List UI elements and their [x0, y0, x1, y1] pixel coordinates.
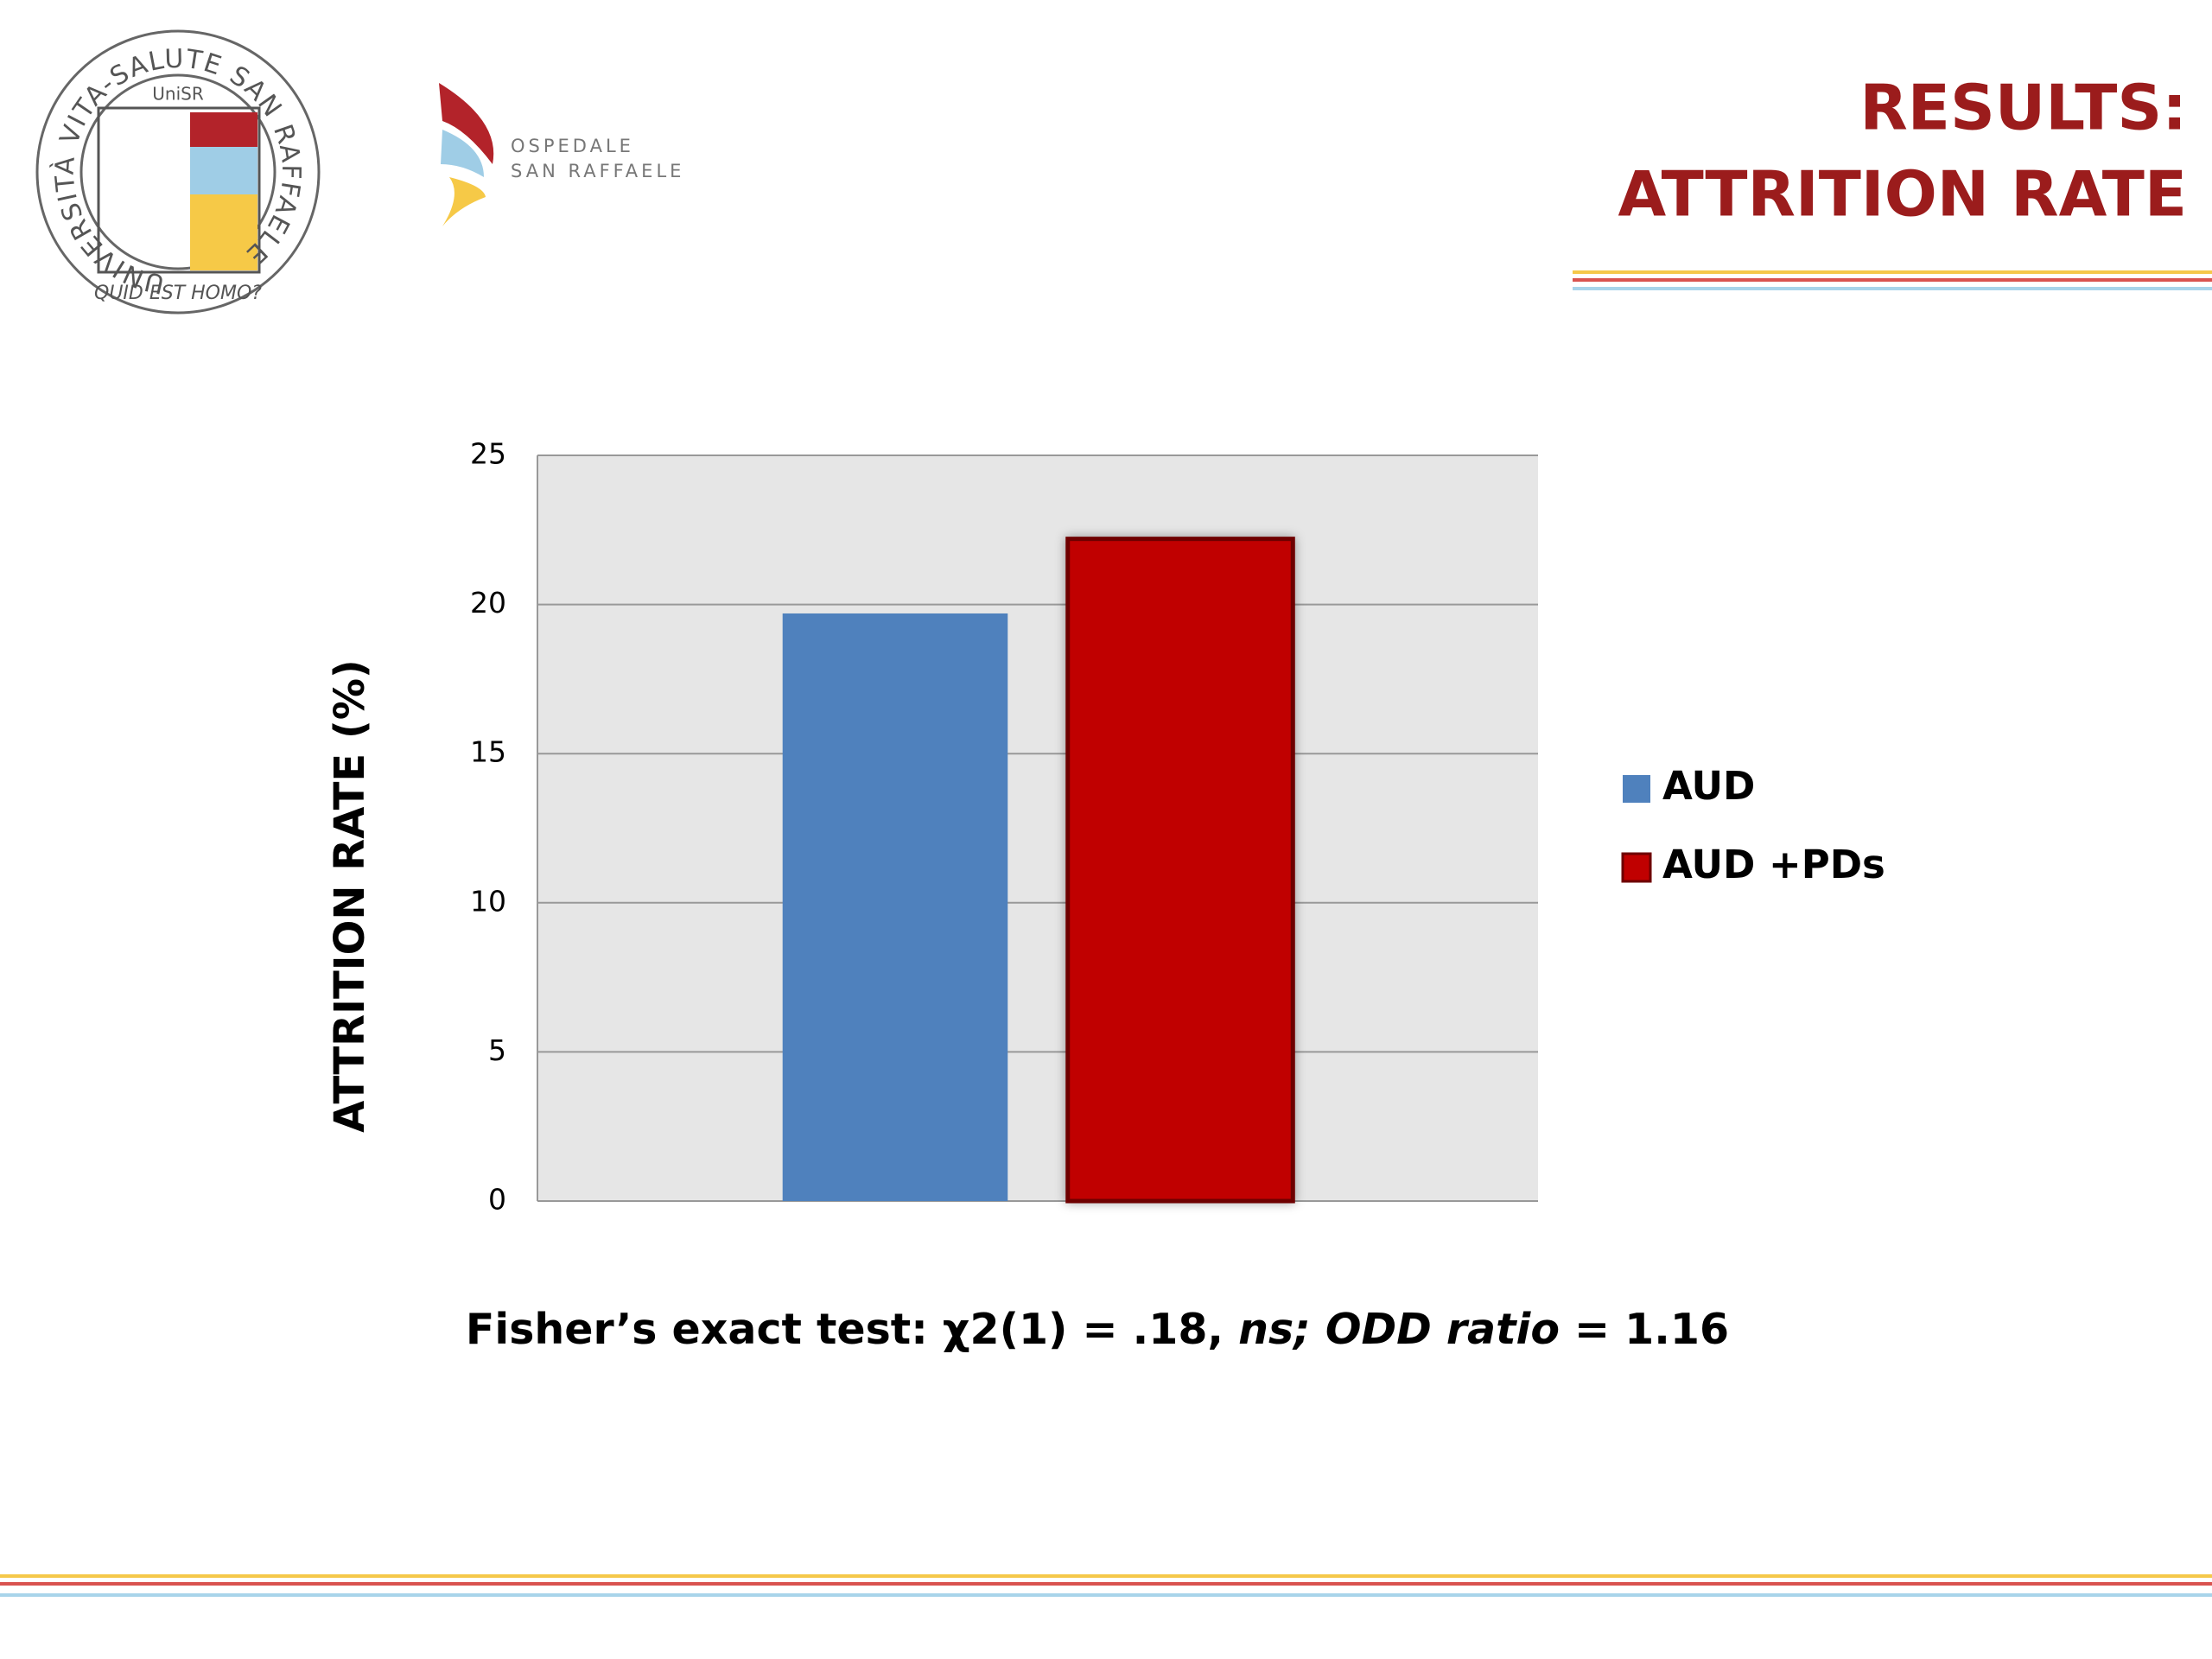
- legend-swatch: [1623, 775, 1650, 803]
- hospital-name: SAN RAFFAELE: [511, 161, 684, 181]
- hospital-name: OSPEDALE: [511, 136, 634, 156]
- footnote-part: ns; ODD ratio =: [1238, 1305, 1610, 1354]
- y-tick-label: 15: [470, 735, 506, 769]
- y-tick-label: 5: [488, 1033, 506, 1067]
- legend-swatch: [1621, 852, 1652, 883]
- y-tick-label: 20: [470, 586, 506, 620]
- university-logo: UNIVERSITÀ VITA-SALUTE SAN RAFFAELE UniS…: [35, 29, 321, 315]
- slide-title: RESULTS:: [1859, 72, 2187, 144]
- legend-label: AUD +PDs: [1662, 842, 1885, 887]
- title-rule: [1573, 270, 2212, 290]
- bar: [1065, 537, 1295, 1204]
- y-tick-label: 10: [470, 884, 506, 918]
- university-short: UniSR: [152, 84, 204, 105]
- footnote-part: 1.16: [1610, 1305, 1729, 1354]
- y-axis-label: ATTRITION RATE (%): [326, 659, 374, 1133]
- bar: [782, 613, 1008, 1201]
- slide-title: ATTRITION RATE: [1618, 158, 2187, 231]
- footnote-part: Fisher’s exact test: χ2(1) = .18,: [466, 1305, 1238, 1354]
- plot-area: [537, 455, 1538, 1201]
- chart: 0 5 10 15 20 25 AUD AUD +PDs: [470, 437, 1885, 1217]
- university-motto: QUID EST HOMO?: [94, 283, 262, 304]
- y-tick-label: 25: [470, 437, 506, 471]
- footnote: Fisher’s exact test: χ2(1) = .18, ns; OD…: [466, 1305, 1729, 1354]
- hospital-logo: OSPEDALE SAN RAFFAELE: [439, 83, 684, 226]
- footer-rule: [0, 1574, 2212, 1597]
- y-tick-label: 0: [488, 1183, 506, 1217]
- legend-label: AUD: [1662, 763, 1755, 809]
